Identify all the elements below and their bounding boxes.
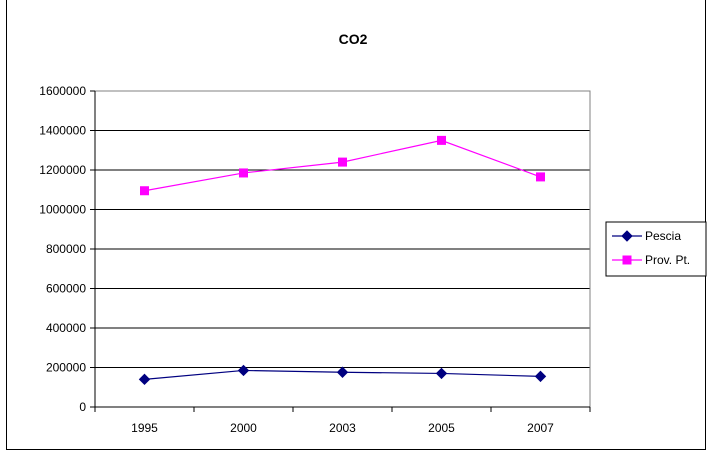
data-point [138, 373, 151, 386]
data-point [336, 366, 349, 378]
gridlines [95, 90, 590, 368]
data-point [237, 364, 250, 377]
y-tick-label: 1400000 [39, 124, 86, 138]
data-point [338, 157, 347, 167]
x-tick-label: 2005 [428, 421, 455, 435]
y-tick-label: 600000 [46, 282, 86, 296]
data-point [239, 168, 248, 178]
legend-box [605, 221, 707, 277]
legend-label: Prov. Pt. [645, 253, 690, 267]
data-point [437, 135, 446, 145]
data-point [435, 367, 448, 380]
y-tick-label: 400000 [46, 321, 86, 335]
y-tick-label: 0 [79, 400, 86, 414]
data-point [534, 370, 547, 383]
y-tick-label: 1600000 [39, 84, 86, 98]
legend-label: Pescia [645, 229, 681, 243]
x-axis: 1995 2000 2003 2005 2007 [94, 406, 591, 435]
chart-title: CO2 [339, 31, 368, 47]
x-tick-label: 1995 [131, 421, 158, 435]
y-tick-label: 1000000 [39, 203, 86, 217]
legend: Pescia Prov. Pt. [605, 221, 707, 277]
y-tick-label: 800000 [46, 242, 86, 256]
data-point [140, 186, 149, 196]
y-axis: 0 200000 400000 600000 800000 1000000 1200000 1… [39, 84, 96, 414]
data-point [536, 172, 545, 182]
series-pescia [138, 364, 547, 386]
x-tick-label: 2003 [329, 421, 356, 435]
y-tick-label: 1200000 [39, 163, 86, 177]
y-tick-label: 200000 [46, 361, 86, 375]
legend-marker [622, 255, 632, 265]
series-prov-pt [140, 135, 545, 196]
x-tick-label: 2007 [527, 421, 554, 435]
series-group [138, 135, 547, 386]
legend-marker [621, 230, 633, 242]
x-tick-label: 2000 [230, 421, 257, 435]
